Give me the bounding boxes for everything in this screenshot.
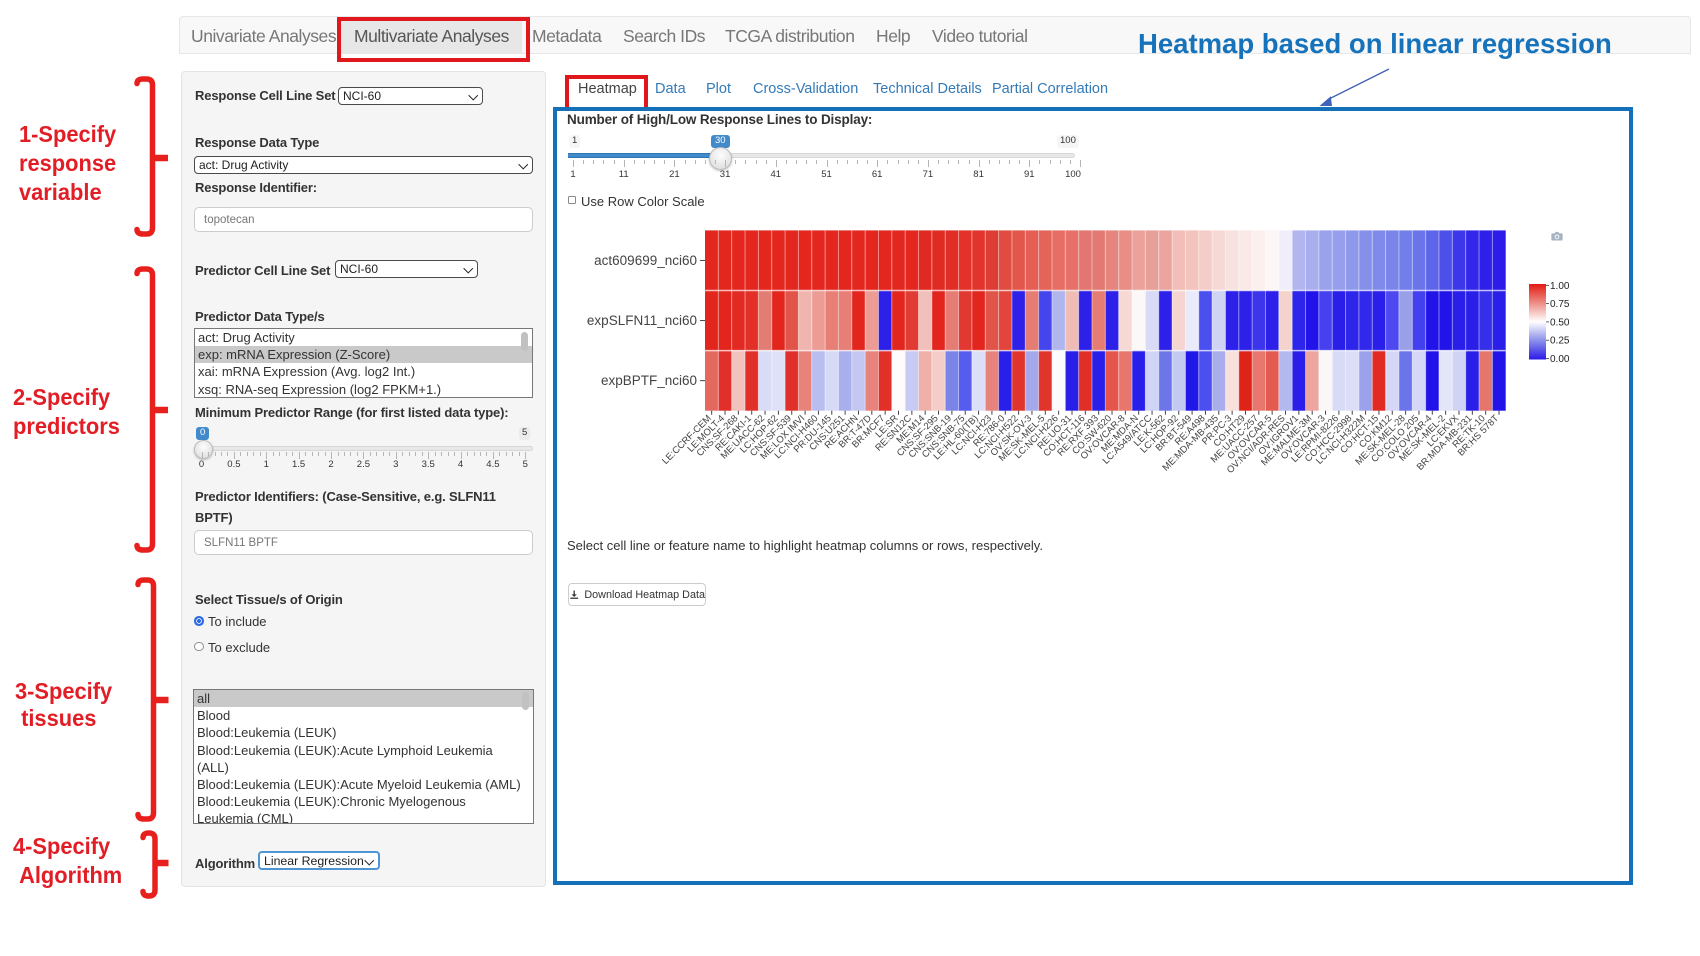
svg-text:0.75: 0.75 xyxy=(1550,299,1570,310)
svg-text:0.00: 0.00 xyxy=(1550,354,1570,365)
svg-text:1.00: 1.00 xyxy=(1550,281,1570,292)
svg-text:expSLFN11_nci60: expSLFN11_nci60 xyxy=(587,313,697,328)
svg-text:0.50: 0.50 xyxy=(1550,317,1570,328)
svg-text:0.25: 0.25 xyxy=(1550,336,1570,347)
svg-text:act609699_nci60: act609699_nci60 xyxy=(594,253,697,268)
svg-text:expBPTF_nci60: expBPTF_nci60 xyxy=(601,373,697,388)
